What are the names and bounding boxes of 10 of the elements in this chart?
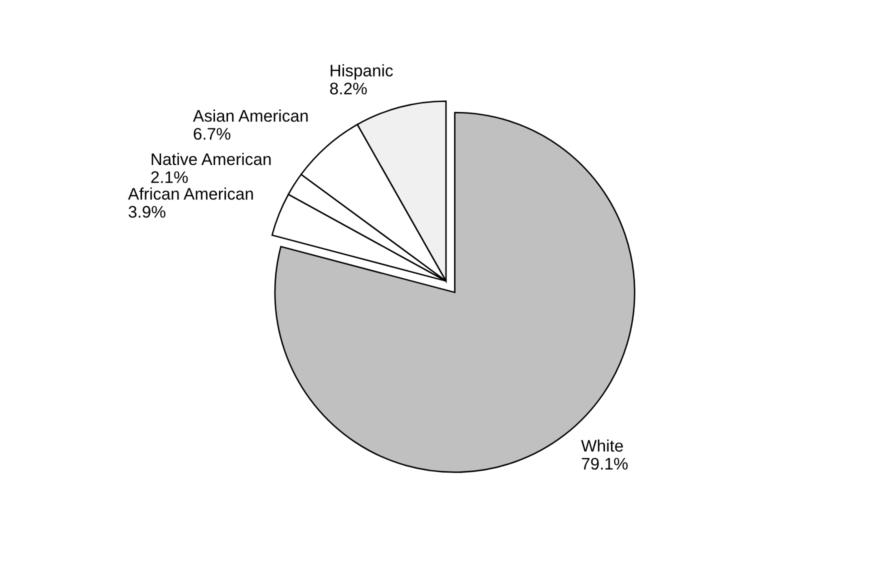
slice-label: Asian American <box>192 110 308 122</box>
slice-label: Native American <box>152 152 271 166</box>
data-label: 8.2% <box>330 82 367 94</box>
data-label: 79.1% <box>582 458 628 470</box>
slice-label: White <box>581 439 623 452</box>
data-label: 2.1% <box>151 171 188 184</box>
slice-label: Hispanic <box>330 64 393 80</box>
data-label: 3.9% <box>128 206 166 218</box>
slice-label: African American <box>128 188 253 200</box>
data-label: 6.7% <box>194 128 230 140</box>
